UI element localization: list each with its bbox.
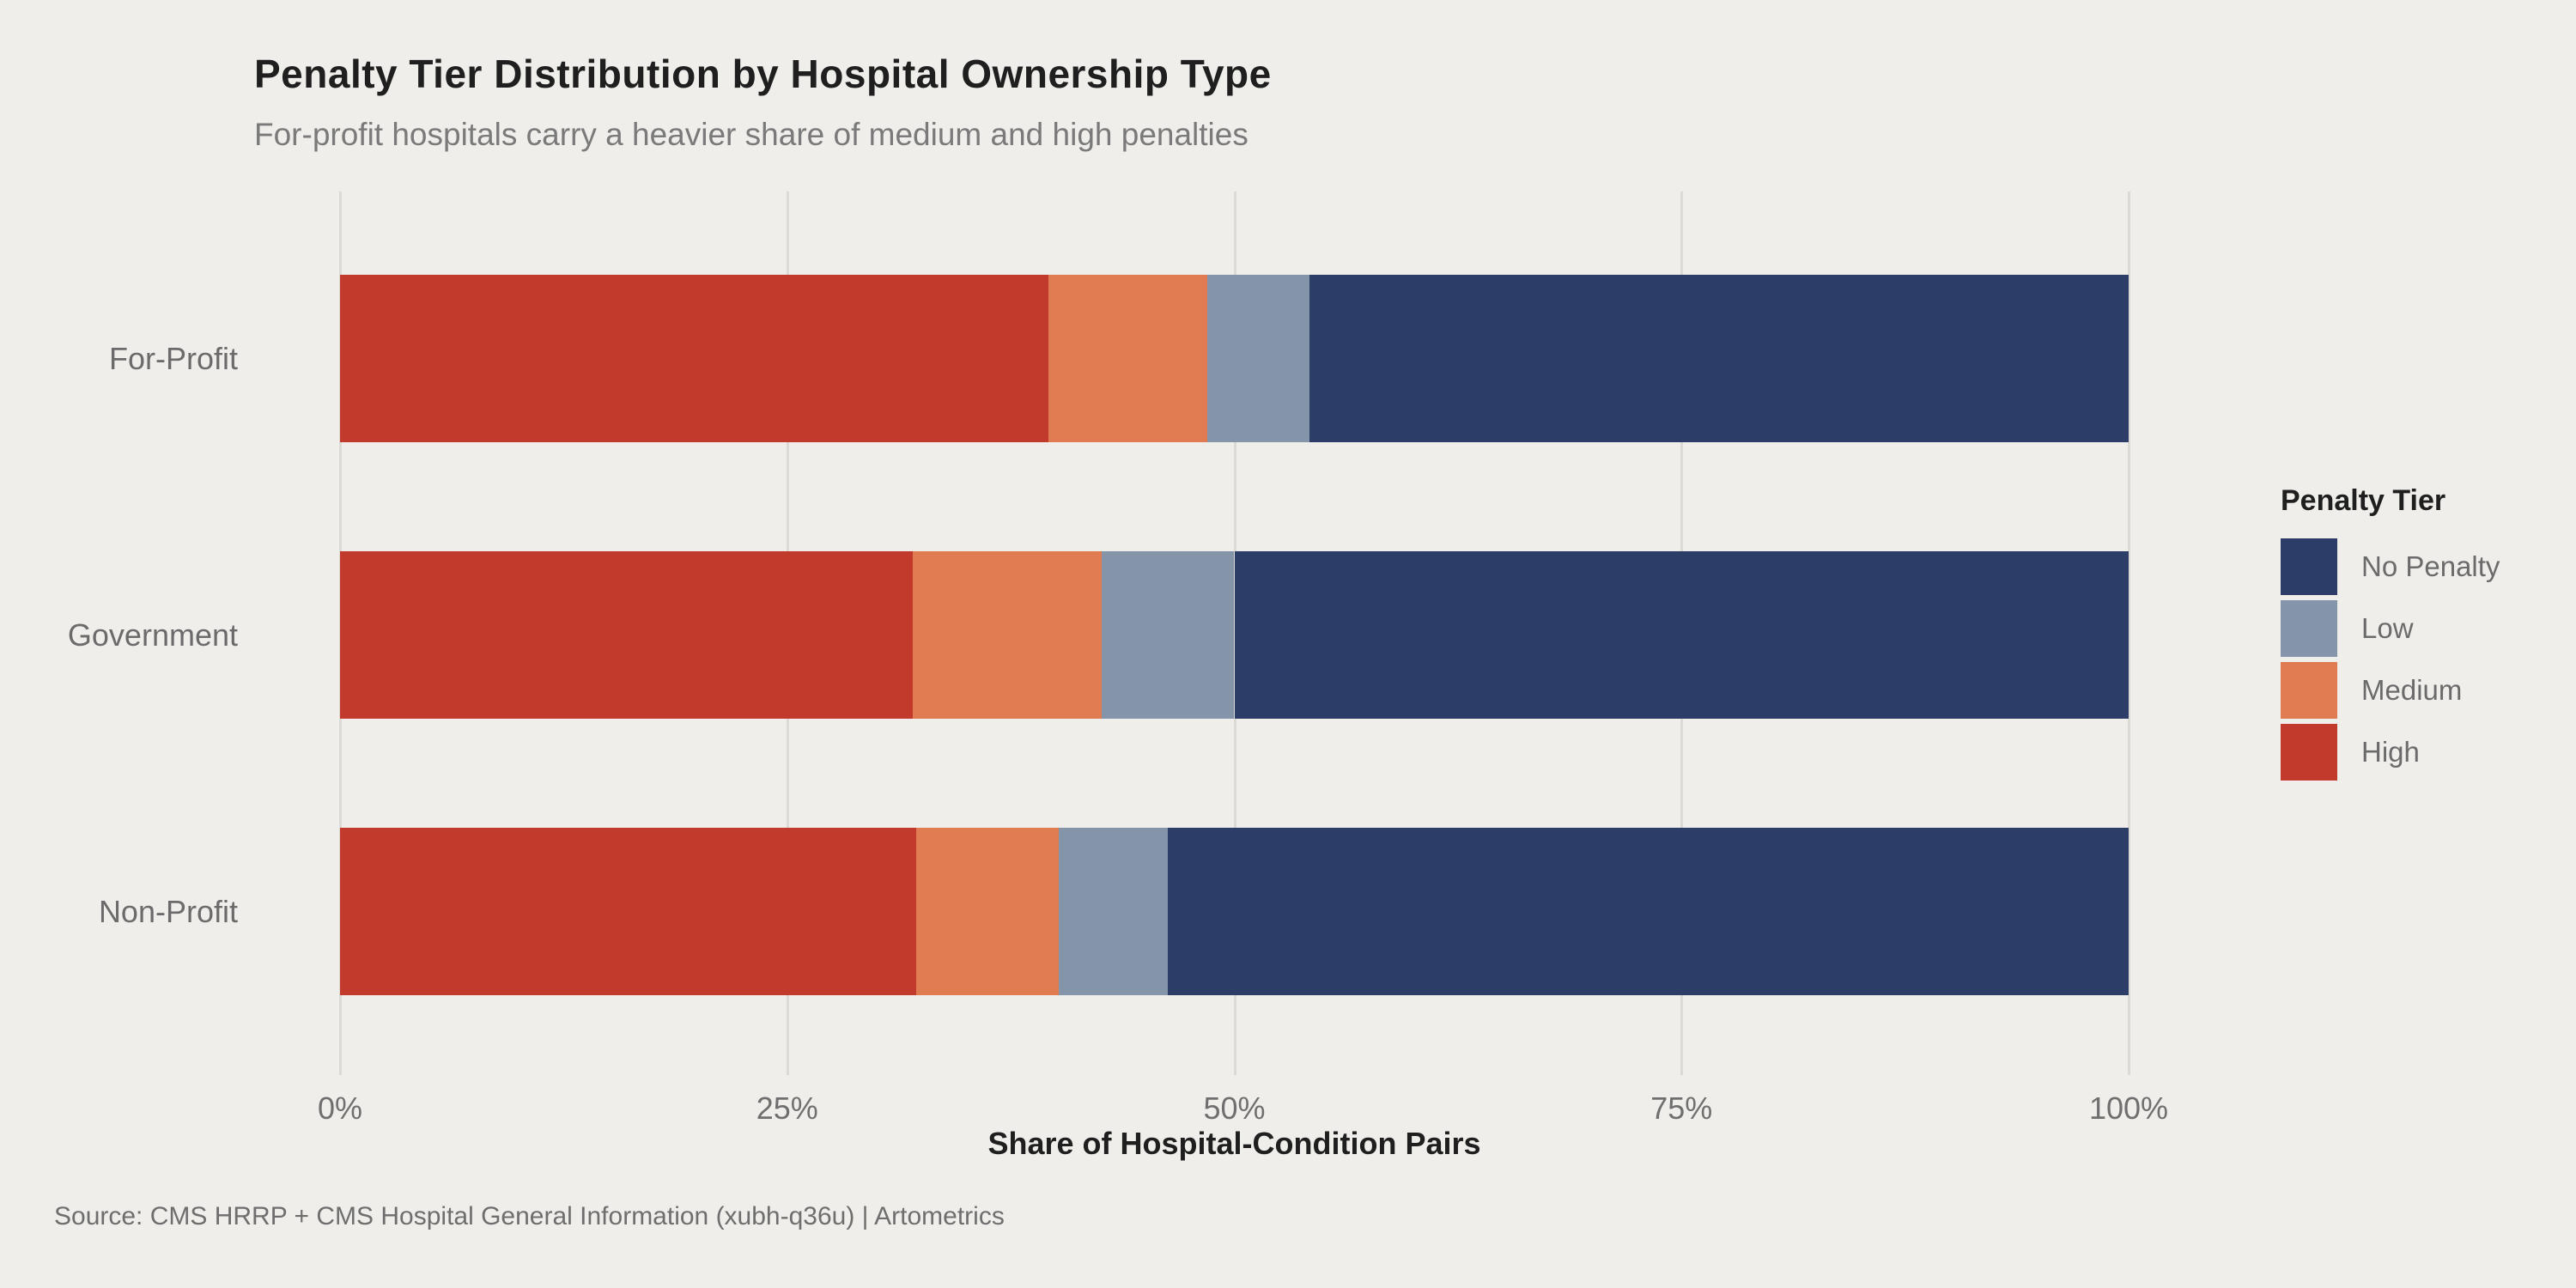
chart-subtitle: For-profit hospitals carry a heavier sha… [254, 117, 1249, 152]
x-tick-label: 75% [1650, 1091, 1713, 1126]
bar-segment-low [1207, 275, 1309, 442]
bar-segment-high [340, 275, 1048, 442]
legend-swatch-high [2281, 724, 2337, 781]
y-axis-label: For-Profit [108, 340, 238, 376]
bar-segment-no-penalty [1168, 828, 2129, 995]
x-tick-label: 100% [2088, 1091, 2169, 1126]
x-axis-title: Share of Hospital-Condition Pairs [987, 1126, 1481, 1161]
gridline [2128, 191, 2130, 1075]
source-note: Source: CMS HRRP + CMS Hospital General … [54, 1202, 1005, 1230]
x-tick-label: 25% [756, 1091, 818, 1126]
x-tick-label: 50% [1203, 1091, 1266, 1126]
bar-segment-no-penalty [1234, 551, 2129, 719]
chart-title: Penalty Tier Distribution by Hospital Ow… [254, 52, 1272, 96]
bar-segment-medium [912, 551, 1103, 719]
legend-swatch-low [2281, 600, 2337, 657]
bar-segment-medium [915, 828, 1060, 995]
y-axis-label: Government [67, 617, 238, 653]
y-axis-label: Non-Profit [98, 893, 238, 929]
plot-area [339, 191, 2130, 1075]
bar-segment-low [1102, 551, 1235, 719]
bar-segment-high [340, 551, 913, 719]
legend-title: Penalty Tier [2281, 484, 2446, 517]
legend-swatch-no-penalty [2281, 538, 2337, 595]
bar-segment-no-penalty [1309, 275, 2129, 442]
legend-label: Medium [2361, 674, 2463, 706]
x-tick-label: 0% [317, 1091, 363, 1126]
bar-segment-high [340, 828, 916, 995]
legend-swatch-medium [2281, 662, 2337, 719]
bar-segment-medium [1048, 275, 1208, 442]
legend-label: Low [2361, 612, 2414, 644]
legend-label: No Penalty [2361, 550, 2500, 582]
legend-label: High [2361, 736, 2420, 768]
bar-segment-low [1059, 828, 1169, 995]
